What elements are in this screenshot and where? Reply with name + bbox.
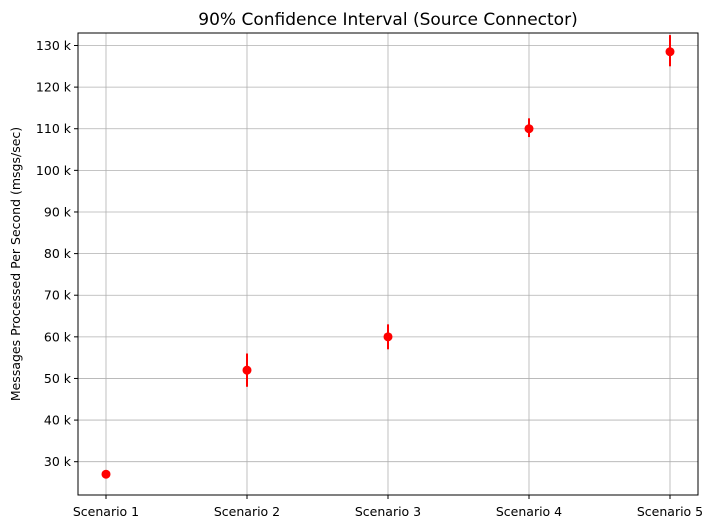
y-tick-label: 30 k (44, 454, 72, 469)
y-tick-label: 50 k (44, 371, 72, 386)
x-tick-label: Scenario 5 (637, 504, 703, 519)
chart-title: 90% Confidence Interval (Source Connecto… (198, 10, 577, 30)
y-tick-label: 120 k (36, 80, 72, 95)
x-tick-label: Scenario 2 (214, 504, 280, 519)
y-tick-label: 110 k (36, 121, 72, 136)
data-points (101, 35, 675, 479)
y-tick-label: 70 k (44, 288, 72, 303)
y-tick-label: 40 k (44, 413, 72, 428)
y-axis-label: Messages Processed Per Second (msgs/sec) (8, 127, 23, 401)
y-tick-label: 80 k (44, 246, 72, 261)
y-tick-label: 100 k (36, 163, 72, 178)
x-tick-label: Scenario 3 (355, 504, 421, 519)
y-tick-label: 60 k (44, 329, 72, 344)
data-point (383, 332, 393, 342)
x-tick-label: Scenario 1 (73, 504, 139, 519)
x-tick-label: Scenario 4 (496, 504, 562, 519)
data-point (101, 469, 111, 479)
grid (78, 33, 698, 495)
axes: 30 k 40 k 50 k 60 k 70 k 80 k 90 k 100 k 110 k 12… (36, 32, 703, 519)
data-point (524, 124, 534, 134)
y-tick-label: 90 k (44, 204, 72, 219)
y-tick-label: 130 k (36, 38, 72, 53)
data-point (242, 365, 252, 375)
data-point (665, 47, 675, 57)
